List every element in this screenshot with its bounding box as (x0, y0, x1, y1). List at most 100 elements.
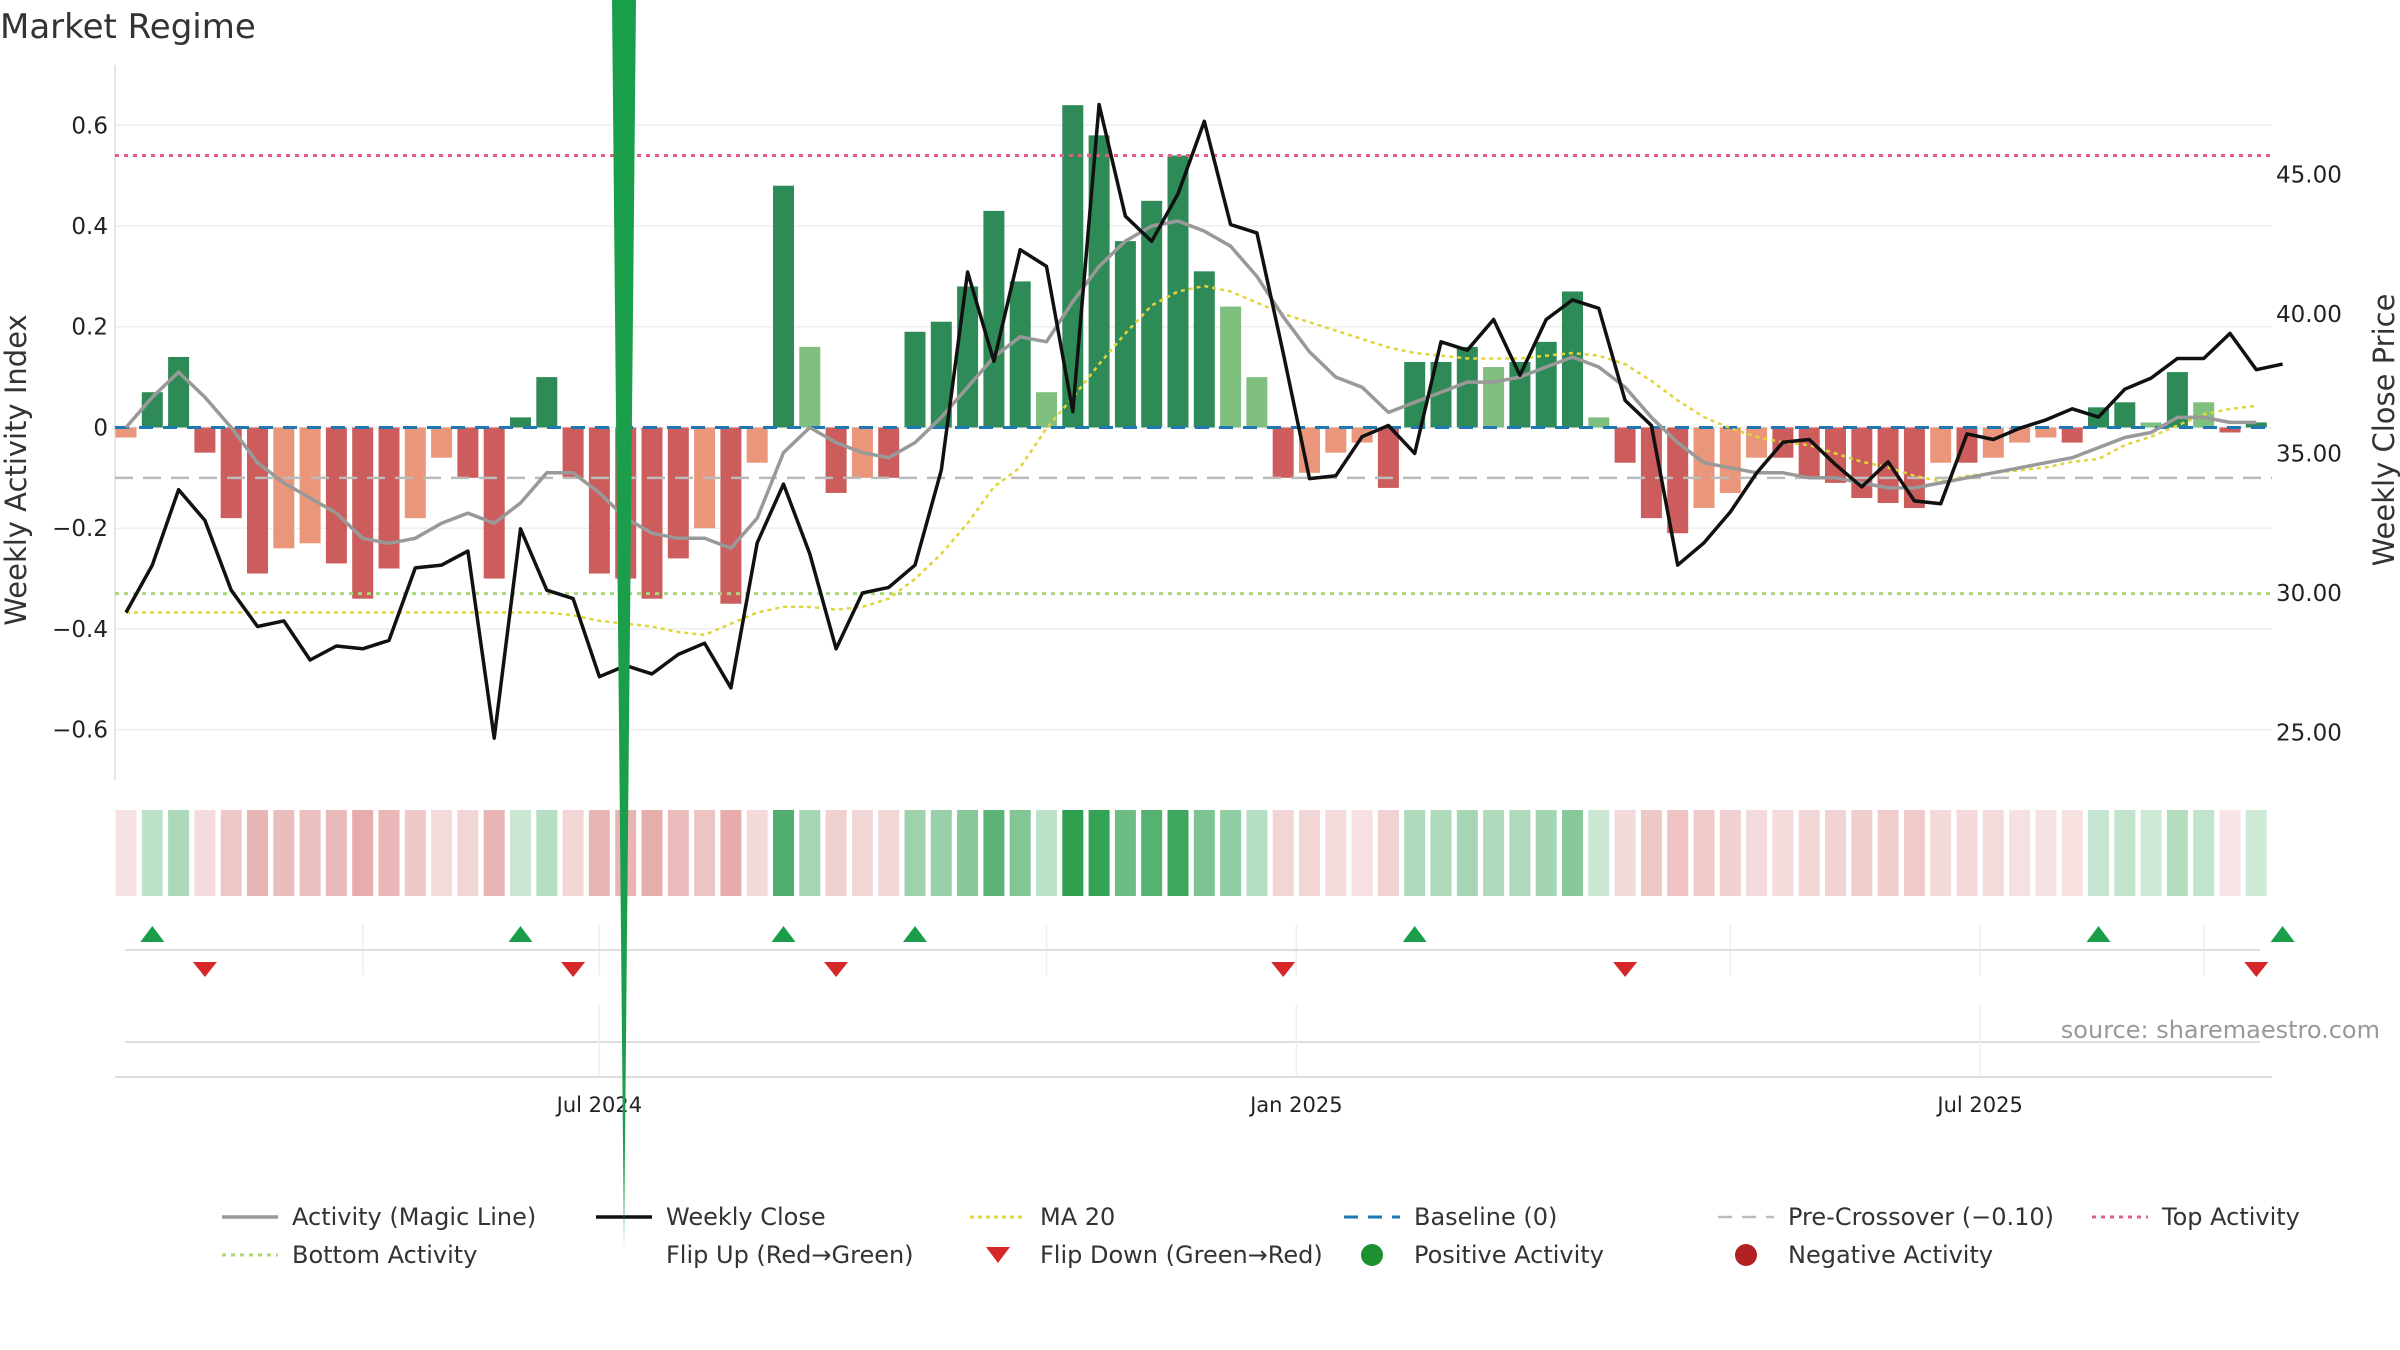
regime-cell (378, 810, 400, 896)
regime-cell (2140, 810, 2162, 896)
legend: Activity (Magic Line) Weekly Close MA 20 Ba… (222, 0, 2300, 1269)
regime-cell (431, 810, 453, 896)
series-lines (124, 102, 2283, 740)
activity-bar (1036, 392, 1057, 428)
regime-cell (141, 810, 163, 896)
legend-item: Bottom Activity (222, 1241, 477, 1269)
right-axis-label: Weekly Close Price (2367, 294, 2400, 567)
regime-cell (2193, 810, 2215, 896)
activity-bar (378, 427, 400, 569)
flip-up-marker (508, 926, 533, 942)
regime-cell (194, 810, 216, 896)
regime-cell (1614, 810, 1636, 896)
activity-bar (1877, 427, 1899, 504)
regime-cell (825, 810, 847, 896)
legend-label: Weekly Close (666, 1203, 826, 1231)
right-tick-label: 25.00 (2276, 721, 2342, 747)
regime-cell (2114, 810, 2136, 896)
regime-cell (851, 810, 873, 896)
activity-bar (746, 427, 768, 463)
activity-bar (1667, 427, 1689, 534)
regime-cell (1719, 810, 1741, 896)
legend-item: MA 20 (970, 1203, 1115, 1231)
legend-label: Bottom Activity (292, 1241, 477, 1269)
regime-cell (1167, 810, 1189, 896)
activity-bar (957, 286, 979, 428)
flip-up-marker (140, 926, 165, 942)
regime-cell (1772, 810, 1794, 896)
legend-label: Flip Up (Red→Green) (666, 1241, 914, 1269)
regime-cell (1114, 810, 1136, 896)
activity-bar (352, 427, 374, 599)
regime-cell (694, 810, 716, 896)
regime-cell (115, 810, 137, 896)
regime-cell (2166, 810, 2188, 896)
regime-cell (1956, 810, 1978, 896)
flip-down-marker (1613, 962, 1638, 977)
legend-label: Activity (Magic Line) (292, 1203, 536, 1231)
regime-cell (168, 810, 190, 896)
legend-label: MA 20 (1040, 1203, 1115, 1231)
activity-bar (1588, 417, 1610, 428)
regime-cell (1798, 810, 1820, 896)
regime-cell (1667, 810, 1689, 896)
right-axis-ticks: 45.00 40.00 35.00 30.00 25.00 (2276, 162, 2342, 746)
activity-bar (588, 427, 610, 574)
legend-item: Pre-Crossover (−0.10) (1718, 1203, 2054, 1231)
regime-cell (1483, 810, 1505, 896)
regime-cell (562, 810, 584, 896)
horizontal-gridlines (114, 65, 2272, 780)
activity-bars (115, 105, 2267, 604)
flip-up-marker (1402, 926, 1427, 942)
activity-bar (878, 427, 900, 478)
left-axis-ticks: 0.6 0.4 0.2 0 −0.2 −0.4 −0.6 (52, 113, 108, 743)
regime-cell (1036, 810, 1057, 896)
regime-cell (1377, 810, 1399, 896)
activity-bar (720, 427, 742, 604)
regime-cell (1535, 810, 1557, 896)
flip-up-marker (2086, 926, 2111, 942)
legend-symbol (612, 0, 636, 1247)
regime-cell (1640, 810, 1662, 896)
activity-bar (904, 331, 926, 428)
activity-bar (325, 427, 347, 564)
activity-bar (115, 427, 137, 438)
left-tick-label: −0.4 (52, 617, 108, 643)
activity-bar (457, 427, 479, 478)
regime-cell (1693, 810, 1715, 896)
regime-cell (1325, 810, 1347, 896)
regime-cell (930, 810, 952, 896)
activity-bar (983, 210, 1005, 428)
flip-up-marker (771, 926, 796, 942)
regime-cell (1588, 810, 1610, 896)
right-tick-label: 40.00 (2276, 302, 2342, 328)
regime-cell (457, 810, 479, 896)
left-tick-label: 0.4 (71, 214, 108, 240)
regime-cell (799, 810, 821, 896)
activity-bar (1430, 361, 1452, 428)
date-tick-label: Jul 2025 (1935, 1093, 2022, 1117)
regime-cell (536, 810, 558, 896)
left-axis-label: Weekly Activity Index (0, 314, 33, 625)
regime-cell (1851, 810, 1873, 896)
regime-cell (404, 810, 426, 896)
activity-bar (483, 427, 505, 579)
activity-bar (168, 356, 190, 428)
date-tick-label: Jul 2024 (555, 1093, 642, 1117)
chart-title: Market Regime (0, 7, 256, 47)
activity-bar (799, 346, 821, 428)
regime-cell (1062, 810, 1084, 896)
regime-strip (115, 810, 2267, 896)
legend-label: Top Activity (2161, 1203, 2300, 1231)
activity-bar (1614, 427, 1636, 463)
regime-cell (1825, 810, 1846, 896)
regime-cell (1982, 810, 2004, 896)
legend-item: Flip Up (Red→Green) (612, 0, 914, 1269)
regime-cell (2219, 810, 2241, 896)
regime-cell (773, 810, 794, 896)
activity-bar (1982, 427, 2004, 458)
magic-line (124, 219, 2257, 551)
legend-item: Baseline (0) (1344, 1203, 1557, 1231)
regime-cell (1456, 810, 1478, 896)
